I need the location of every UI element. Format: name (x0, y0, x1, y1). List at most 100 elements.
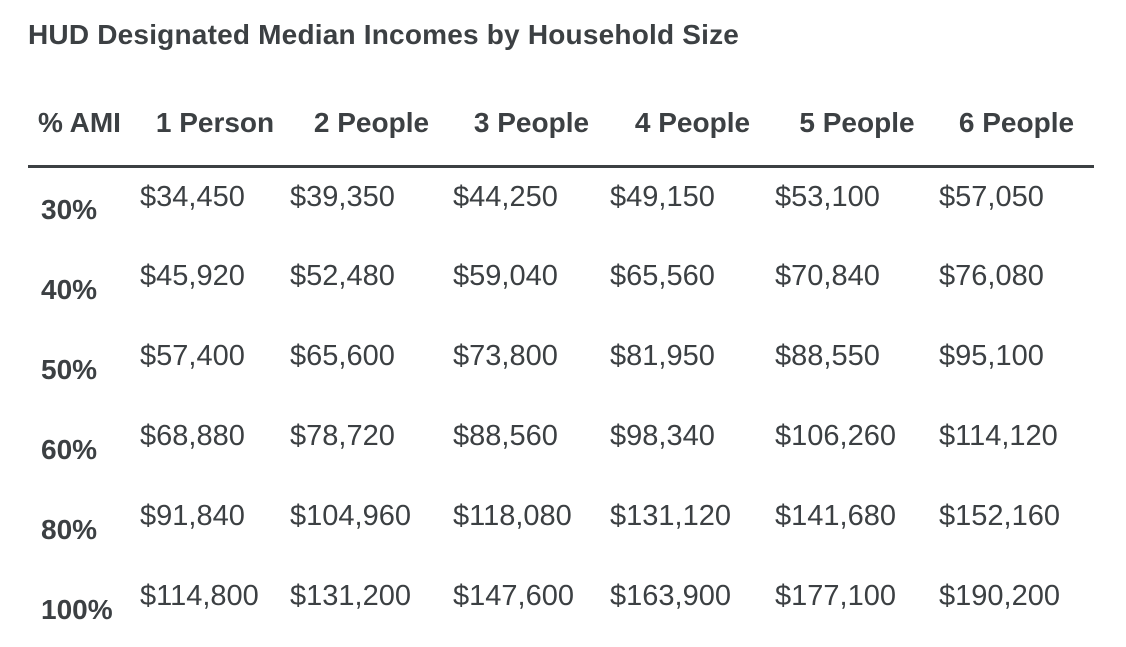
income-value: $59,040 (453, 260, 558, 292)
income-value: $114,120 (939, 420, 1058, 452)
ami-row-label-text: 100% (41, 593, 113, 625)
ami-row-label-text: 40% (41, 273, 98, 305)
income-value: $88,560 (453, 420, 558, 452)
column-header: 2 People (313, 107, 430, 138)
column-header: 1 Person (155, 107, 275, 138)
income-cell: $73,800 (453, 327, 610, 407)
income-cell: $152,160 (939, 487, 1094, 567)
income-cell: $68,880 (140, 407, 290, 487)
income-value: $104,960 (290, 500, 411, 532)
income-cell: $106,260 (775, 407, 939, 487)
ami-row-label: 30% (28, 167, 140, 247)
income-value: $53,100 (775, 180, 880, 213)
income-value: $44,250 (453, 180, 558, 213)
income-value: $88,550 (775, 340, 880, 372)
income-value: $34,450 (140, 180, 245, 213)
table-header: % AMI 1 Person 2 People 3 People 4 People 5 P… (28, 105, 1094, 167)
income-cell: $49,150 (610, 167, 775, 247)
income-cell: $141,680 (775, 487, 939, 567)
income-value: $91,840 (140, 500, 245, 532)
income-cell: $53,100 (775, 167, 939, 247)
income-value: $152,160 (939, 500, 1060, 532)
income-value: $106,260 (775, 420, 896, 452)
column-header: 6 People (958, 107, 1075, 138)
column-header: 3 People (473, 107, 590, 138)
income-value: $114,800 (140, 580, 259, 612)
income-cell: $177,100 (775, 567, 939, 647)
table-row: 60% $68,880 $78,720 $88,560 $98,340 $106,260 $… (28, 407, 1094, 487)
ami-row-label-text: 80% (41, 513, 98, 545)
income-cell: $131,120 (610, 487, 775, 567)
income-table: % AMI 1 Person 2 People 3 People 4 People 5 P… (28, 105, 1094, 647)
income-value: $39,350 (290, 180, 395, 213)
income-value: $57,400 (140, 340, 245, 372)
income-cell: $57,050 (939, 167, 1094, 247)
income-cell: $114,800 (140, 567, 290, 647)
income-value: $57,050 (939, 180, 1044, 213)
income-cell: $104,960 (290, 487, 453, 567)
income-cell: $114,120 (939, 407, 1094, 487)
income-cell: $76,080 (939, 247, 1094, 327)
ami-row-label: 40% (28, 247, 140, 327)
income-value: $163,900 (610, 580, 731, 612)
income-cell: $81,950 (610, 327, 775, 407)
income-value: $95,100 (939, 340, 1044, 372)
header-row: % AMI 1 Person 2 People 3 People 4 People 5 P… (28, 105, 1094, 167)
ami-row-label: 80% (28, 487, 140, 567)
column-header: 5 People (799, 107, 915, 138)
income-value: $131,200 (290, 580, 411, 612)
table-row: 30% $34,450 $39,350 $44,250 $49,150 $53,100 $5… (28, 167, 1094, 247)
income-cell: $65,600 (290, 327, 453, 407)
income-cell: $52,480 (290, 247, 453, 327)
table-row: 50% $57,400 $65,600 $73,800 $81,950 $88,550 $9… (28, 327, 1094, 407)
income-cell: $34,450 (140, 167, 290, 247)
income-cell: $39,350 (290, 167, 453, 247)
income-value: $147,600 (453, 580, 574, 612)
income-value: $76,080 (939, 260, 1044, 292)
income-value: $73,800 (453, 340, 558, 372)
income-cell: $57,400 (140, 327, 290, 407)
income-cell: $70,840 (775, 247, 939, 327)
income-cell: $131,200 (290, 567, 453, 647)
table-row: 40% $45,920 $52,480 $59,040 $65,560 $70,840 $7… (28, 247, 1094, 327)
income-cell: $190,200 (939, 567, 1094, 647)
income-value: $81,950 (610, 340, 715, 372)
ami-column-header: % AMI (38, 107, 121, 138)
income-value: $131,120 (610, 500, 731, 532)
income-value: $45,920 (140, 260, 245, 292)
income-cell: $59,040 (453, 247, 610, 327)
income-cell: $88,560 (453, 407, 610, 487)
ami-row-label: 50% (28, 327, 140, 407)
income-value: $78,720 (290, 420, 395, 452)
income-value: $49,150 (610, 180, 715, 213)
ami-row-label-text: 60% (41, 433, 98, 465)
income-cell: $147,600 (453, 567, 610, 647)
income-cell: $91,840 (140, 487, 290, 567)
table-row: 80% $91,840 $104,960 $118,080 $131,120 $141,6… (28, 487, 1094, 567)
income-cell: $118,080 (453, 487, 610, 567)
income-value: $52,480 (290, 260, 395, 292)
income-value: $70,840 (775, 260, 880, 292)
income-value: $65,560 (610, 260, 715, 292)
income-value: $65,600 (290, 340, 395, 372)
income-cell: $163,900 (610, 567, 775, 647)
income-cell: $88,550 (775, 327, 939, 407)
income-cell: $78,720 (290, 407, 453, 487)
income-value: $177,100 (775, 580, 896, 612)
income-cell: $65,560 (610, 247, 775, 327)
income-value: $118,080 (453, 500, 572, 532)
income-value: $98,340 (610, 420, 715, 452)
column-header: 4 People (634, 107, 751, 138)
table-body: 30% $34,450 $39,350 $44,250 $49,150 $53,100 $5… (28, 167, 1094, 647)
table-row: 100% $114,800 $131,200 $147,600 $163,900 $177… (28, 567, 1094, 647)
ami-row-label-text: 30% (41, 194, 98, 226)
income-cell: $95,100 (939, 327, 1094, 407)
income-cell: $45,920 (140, 247, 290, 327)
income-value: $68,880 (140, 420, 245, 452)
ami-row-label: 100% (28, 567, 140, 647)
income-value: $141,680 (775, 500, 896, 532)
ami-row-label: 60% (28, 407, 140, 487)
income-value: $190,200 (939, 580, 1060, 612)
ami-row-label-text: 50% (41, 353, 98, 385)
